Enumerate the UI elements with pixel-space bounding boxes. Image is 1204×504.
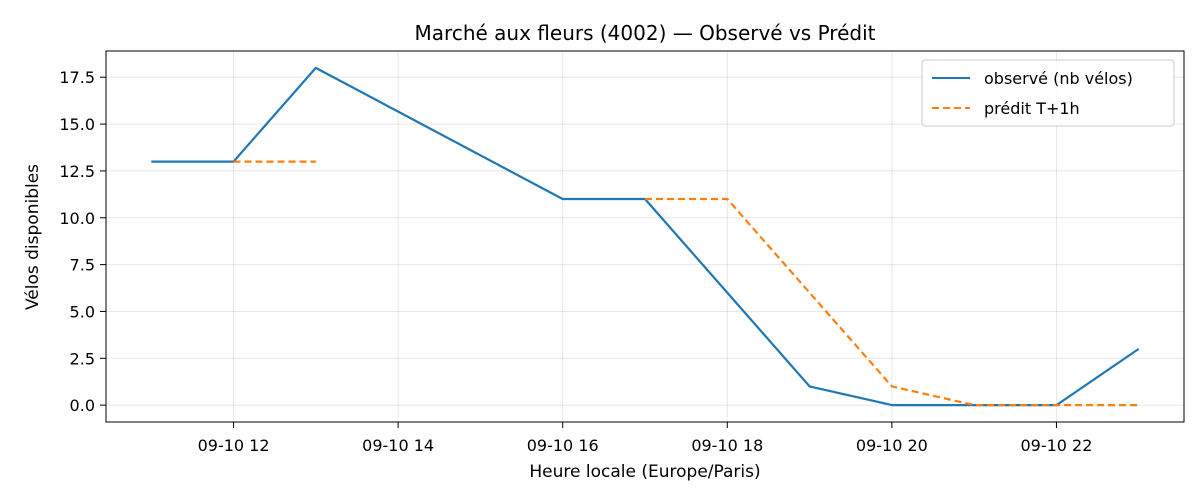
y-tick-label: 15.0 xyxy=(59,115,95,134)
x-tick-label: 09-10 18 xyxy=(691,436,763,455)
y-axis: 0.0 2.5 5.0 7.5 10.0 12.5 15.0 17.5 xyxy=(59,68,106,415)
series-line-predicted xyxy=(233,160,1139,407)
x-tick-label: 09-10 12 xyxy=(198,436,270,455)
y-tick-label: 5.0 xyxy=(70,302,95,321)
y-tick-label: 17.5 xyxy=(59,68,95,87)
x-axis-label: Heure locale (Europe/Paris) xyxy=(529,462,760,482)
plot-frame xyxy=(105,50,1185,423)
y-tick-label: 0.0 xyxy=(70,396,95,415)
x-axis: 09-10 12 09-10 14 09-10 16 09-10 18 09-10 20… xyxy=(198,422,1092,455)
legend-label-observed: observé (nb vélos) xyxy=(984,69,1133,88)
legend-label-predicted: prédit T+1h xyxy=(984,99,1080,118)
y-tick-label: 2.5 xyxy=(70,349,95,368)
x-tick-label: 09-10 22 xyxy=(1020,436,1092,455)
legend-box xyxy=(921,59,1175,127)
x-tick-label: 09-10 20 xyxy=(856,436,928,455)
chart-title: Marché aux fleurs (4002) — Observé vs Pr… xyxy=(415,21,876,45)
grid-lines xyxy=(106,51,1184,422)
y-tick-label: 10.0 xyxy=(59,209,95,228)
y-tick-label: 7.5 xyxy=(70,256,95,275)
series-lines xyxy=(151,66,1140,407)
x-tick-label: 09-10 16 xyxy=(527,436,599,455)
x-tick-label: 09-10 14 xyxy=(362,436,434,455)
legend: observé (nb vélos) prédit T+1h xyxy=(921,59,1175,127)
y-tick-label: 12.5 xyxy=(59,162,95,181)
y-axis-label: Vélos disponibles xyxy=(23,164,43,310)
